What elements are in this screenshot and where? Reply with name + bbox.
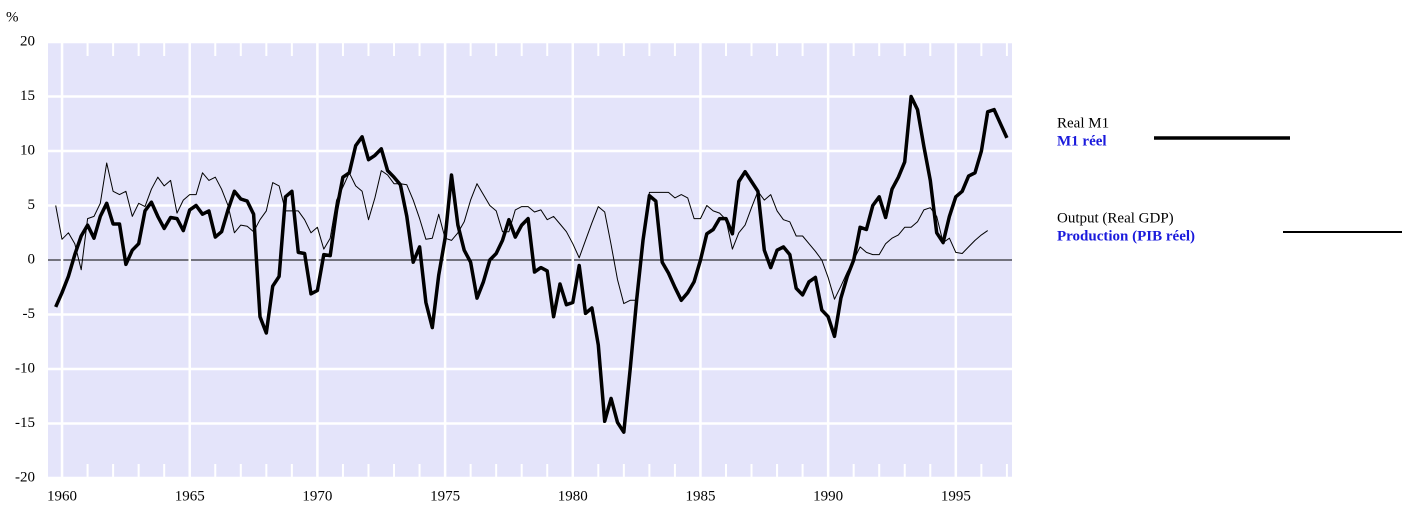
x-tick-label: 1980 (558, 488, 588, 504)
y-tick-label: 15 (20, 88, 35, 104)
series-line (55, 162, 988, 305)
x-tick-label: 1990 (813, 488, 843, 504)
y-tick-label: -10 (15, 360, 35, 376)
y-tick-label: 0 (28, 251, 36, 267)
legend-label-fr: M1 réel (1057, 133, 1107, 149)
legend-label-fr: Production (PIB réel) (1057, 228, 1195, 244)
y-tick-label: 20 (20, 33, 35, 49)
x-tick-label: 1960 (47, 488, 77, 504)
y-tick-label: -20 (15, 469, 35, 485)
plot (48, 40, 1012, 480)
x-tick-label: 1985 (685, 488, 715, 504)
legend-label: Output (Real GDP) (1057, 210, 1174, 226)
y-axis-label: % (6, 9, 19, 25)
y-tick-label: -5 (23, 306, 36, 322)
x-tick-label: 1970 (302, 488, 332, 504)
x-tick-label: 1965 (175, 488, 205, 504)
x-tick-label: 1995 (941, 488, 971, 504)
series-line (54, 94, 1009, 434)
legend-label: Real M1 (1057, 115, 1109, 131)
y-tick-label: 5 (28, 197, 36, 213)
x-tick-label: 1975 (430, 488, 460, 504)
y-tick-label: 10 (20, 142, 35, 158)
y-tick-label: -15 (15, 415, 35, 431)
